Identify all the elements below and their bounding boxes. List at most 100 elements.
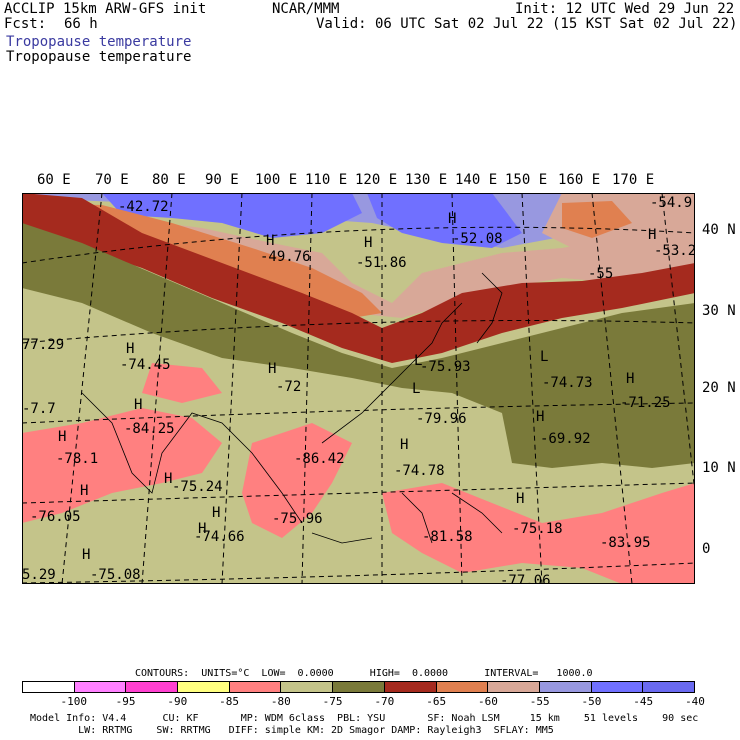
value-label: -54.9 <box>650 195 692 211</box>
color-bar-label: -95 <box>115 695 136 708</box>
value-label: -74.66 <box>194 529 245 545</box>
color-bar <box>22 681 695 693</box>
color-bar-swatch <box>281 682 334 692</box>
field-title-shaded: Tropopause temperature <box>6 34 192 50</box>
color-bar-swatch <box>126 682 179 692</box>
value-label: -77.06 <box>500 573 551 584</box>
high-marker: H <box>626 371 634 387</box>
high-marker: H <box>268 361 276 377</box>
color-bar-swatch <box>23 682 75 692</box>
color-bar-label: -55 <box>529 695 550 708</box>
graticule <box>22 193 695 584</box>
center-label: NCAR/MMM <box>272 1 340 17</box>
high-marker: H <box>536 409 544 425</box>
low-marker: L <box>414 353 422 369</box>
lon-label: 100 E <box>255 172 298 188</box>
color-bar-label: -70 <box>374 695 395 708</box>
model-title: ACCLIP 15km ARW-GFS init <box>4 1 207 17</box>
lat-label: 20 N <box>702 380 736 396</box>
value-label: -74.73 <box>542 375 593 391</box>
value-label: -83.95 <box>600 535 651 551</box>
color-bar-swatch <box>488 682 540 692</box>
color-bar-swatch <box>384 682 437 692</box>
high-marker: H <box>58 429 66 445</box>
value-label: -55 <box>588 266 613 282</box>
lon-label: 160 E <box>558 172 601 188</box>
lon-label: 150 E <box>505 172 548 188</box>
map-annotations: -42.72H-49.76H-51.86H-52.08-55-54.9H-53.… <box>22 195 695 584</box>
value-label: -86.42 <box>294 451 345 467</box>
value-label: -75.24 <box>172 479 223 495</box>
forecast-hour: 66 h <box>64 16 98 32</box>
high-marker: H <box>364 235 372 251</box>
color-bar-label: -50 <box>581 695 602 708</box>
value-label: 77.29 <box>22 337 64 353</box>
color-bar-swatch <box>539 682 592 692</box>
lon-label: 170 E <box>612 172 655 188</box>
contour-info: CONTOURS: UNITS=°C LOW= 0.0000 HIGH= 0.0… <box>135 668 593 679</box>
value-label: -42.72 <box>118 199 169 215</box>
value-label: -7.7 <box>22 401 56 417</box>
high-marker: H <box>80 483 88 499</box>
band-minus-45 <box>102 193 362 238</box>
coastlines <box>81 272 503 544</box>
band-minus-70 <box>22 223 695 468</box>
high-marker: H <box>82 547 90 563</box>
band-minus-80-west <box>22 408 222 523</box>
color-bar-swatch <box>643 682 694 692</box>
lon-label: 120 E <box>355 172 398 188</box>
lon-label: 110 E <box>305 172 348 188</box>
color-bar-swatch <box>333 682 385 692</box>
high-marker: H <box>448 211 456 227</box>
value-label: -52.08 <box>452 231 503 247</box>
color-bar-label: -80 <box>270 695 291 708</box>
lon-label: 70 E <box>95 172 129 188</box>
lon-label: 130 E <box>405 172 448 188</box>
color-bar-label: -65 <box>426 695 447 708</box>
color-bar-swatch <box>74 682 127 692</box>
value-label: -75.96 <box>272 511 323 527</box>
high-marker: H <box>164 471 172 487</box>
lon-label: 140 E <box>455 172 498 188</box>
lat-label: 0 <box>702 541 711 557</box>
value-label: -78.1 <box>56 451 98 467</box>
model-info-line-2: LW: RRTMG SW: RRTMG DIFF: simple KM: 2D … <box>30 725 554 736</box>
value-label: -49.76 <box>260 249 311 265</box>
color-bar-label: -45 <box>633 695 654 708</box>
color-bar-swatch <box>591 682 644 692</box>
forecast-label: Fcst: <box>4 16 47 32</box>
high-marker: H <box>516 491 524 507</box>
value-label: 5.29 <box>22 567 56 583</box>
color-bar-swatch <box>229 682 282 692</box>
value-label: -71.25 <box>620 395 671 411</box>
value-label: -72 <box>276 379 301 395</box>
tropopause-temperature-map: -42.72H-49.76H-51.86H-52.08-55-54.9H-53.… <box>22 193 695 584</box>
band-minus-80-patch <box>142 363 222 403</box>
value-label: -75.18 <box>512 521 563 537</box>
high-marker: H <box>648 227 656 243</box>
init-time: Init: 12 UTC Wed 29 Jun 22 <box>515 1 735 17</box>
color-bar-label: -90 <box>167 695 188 708</box>
low-marker: L <box>412 381 420 397</box>
value-label: -53.2 <box>654 243 695 259</box>
high-marker: H <box>266 233 274 249</box>
lat-label: 40 N <box>702 222 736 238</box>
high-marker: H <box>134 397 142 413</box>
color-bar-swatch <box>178 682 230 692</box>
lat-label: 10 N <box>702 460 736 476</box>
value-label: -74.45 <box>120 357 171 373</box>
high-marker: H <box>212 505 220 521</box>
high-marker: H <box>126 341 134 357</box>
lon-label: 60 E <box>37 172 71 188</box>
value-label: -69.92 <box>540 431 591 447</box>
color-bar-label: -40 <box>685 695 705 708</box>
valid-time: Valid: 06 UTC Sat 02 Jul 22 (15 KST Sat … <box>316 16 738 32</box>
lon-label: 90 E <box>205 172 239 188</box>
color-bar-label: -75 <box>322 695 343 708</box>
band-minus-45b <box>367 193 522 248</box>
color-bar-label: -60 <box>477 695 498 708</box>
value-label: -84.25 <box>124 421 175 437</box>
color-bar-label: -85 <box>219 695 239 708</box>
model-info-line-1: Model Info: V4.4 CU: KF MP: WDM 6class P… <box>30 713 699 724</box>
high-marker: H <box>400 437 408 453</box>
